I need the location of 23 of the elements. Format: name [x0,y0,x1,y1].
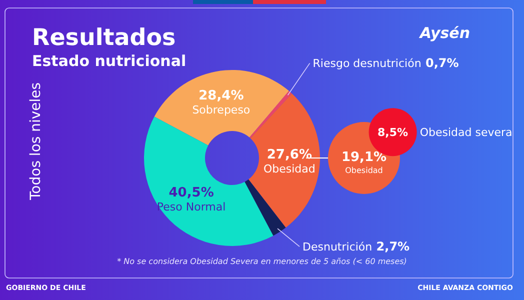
category-label: Obesidad severa [420,126,512,140]
donut-slice [249,90,292,138]
donut-slice [244,179,286,236]
category-label: Obesidad [345,166,383,175]
data-label: 28,4% [198,88,244,104]
slice-label: Riesgo desnutrición [312,57,422,70]
data-label: 19,1% [341,150,387,165]
slice-label: Desnutrición [302,240,372,254]
chart-title: Resultados [32,25,176,51]
data-label: 8,5% [378,126,408,140]
text: * No se considera Obesidad Severa en menores de 5 años (< 60 meses) [117,257,407,266]
data-label: 40,5% [168,186,214,201]
slice-label: Peso Normal [156,200,226,214]
data-label: 27,6% [266,148,312,163]
data-label: 0,7% [421,56,459,70]
text: Todos los niveles [28,82,44,201]
slice-label: Sobrepeso [192,104,250,117]
donut-slice [248,94,320,228]
donut-slice [154,70,289,146]
data-label: 2,7% [372,240,410,254]
chart-subtitle: Estado nutricional [32,52,186,70]
slice-label: Obesidad [263,162,316,176]
text: Aysén [418,24,470,42]
